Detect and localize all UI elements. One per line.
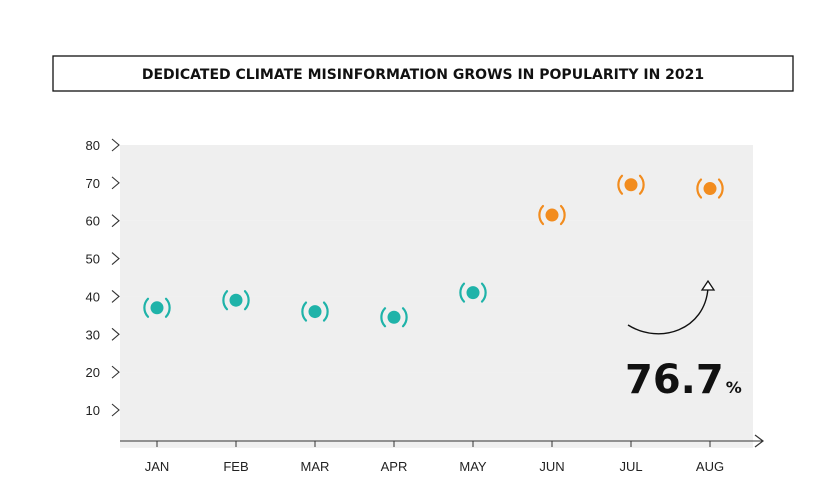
- point-ring-left: [538, 204, 545, 226]
- y-tick-label: 80: [86, 138, 100, 153]
- point-ring-left: [301, 301, 308, 322]
- point-ring-left: [696, 178, 703, 199]
- y-tick-label: 70: [86, 176, 100, 191]
- grid-band: [120, 220, 753, 297]
- x-tick-label: JAN: [145, 459, 170, 474]
- point-ring-right: [322, 301, 329, 322]
- growth-value: 76.7: [625, 357, 724, 403]
- growth-annotation: 76.7%: [625, 357, 742, 403]
- y-tick-label: 30: [86, 327, 100, 342]
- point-ring-right: [401, 307, 408, 328]
- y-tick-label: 50: [86, 252, 100, 267]
- point-dot: [387, 310, 401, 324]
- x-tick-label: MAR: [301, 459, 330, 474]
- x-tick-label: AUG: [696, 459, 724, 474]
- y-tick-marker: [111, 138, 120, 152]
- title-box: [52, 55, 794, 92]
- point-dot: [545, 208, 559, 222]
- growth-arrow-head: [700, 279, 716, 291]
- grid-bands: [120, 145, 753, 448]
- x-tick-label: FEB: [223, 459, 248, 474]
- y-tick-label: 10: [86, 403, 100, 418]
- data-point: [696, 178, 724, 199]
- data-point: [380, 307, 408, 328]
- point-ring-right: [559, 204, 566, 226]
- y-tick-marker: [111, 327, 120, 341]
- chart-title: DEDICATED CLIMATE MISINFORMATION GROWS I…: [142, 67, 704, 83]
- y-tick-marker: [111, 290, 120, 303]
- y-tick-label: 40: [86, 289, 100, 304]
- point-ring-right: [638, 174, 645, 195]
- x-tick-label: JUL: [619, 459, 642, 474]
- point-ring-right: [480, 282, 487, 303]
- data-points: [143, 174, 724, 328]
- y-tick-marker: [111, 176, 120, 190]
- x-axis-arrow: [754, 434, 764, 448]
- point-ring-right: [243, 290, 250, 311]
- y-axis: 10 20 30 40 50 60 70 80: [86, 138, 120, 418]
- point-ring-right: [164, 297, 171, 318]
- point-ring-left: [617, 174, 624, 195]
- x-tick-label: JUN: [539, 459, 564, 474]
- point-dot: [624, 178, 638, 192]
- point-ring-left: [459, 282, 466, 303]
- point-ring-left: [380, 307, 387, 328]
- y-tick-marker: [111, 252, 120, 265]
- y-tick-label: 20: [86, 365, 100, 380]
- data-point: [459, 282, 487, 303]
- y-tick-label: 60: [86, 214, 100, 229]
- growth-unit: %: [726, 378, 742, 397]
- x-tick-label: MAY: [459, 459, 487, 474]
- x-axis: JAN FEB MAR APR MAY JUN JUL AUG: [120, 434, 764, 474]
- point-dot: [308, 305, 322, 319]
- point-dot: [229, 293, 243, 307]
- grid-band: [120, 145, 753, 221]
- y-tick-marker: [111, 403, 120, 417]
- point-ring-right: [717, 178, 724, 199]
- data-point: [301, 301, 329, 322]
- data-point: [143, 297, 171, 318]
- point-dot: [703, 182, 717, 196]
- data-point: [538, 204, 566, 226]
- data-point: [617, 174, 645, 195]
- point-dot: [150, 301, 164, 315]
- grid-band: [120, 372, 753, 448]
- y-tick-marker: [111, 365, 120, 379]
- point-dot: [466, 286, 480, 300]
- y-tick-marker: [111, 214, 120, 228]
- data-point: [222, 290, 250, 311]
- x-tick-label: APR: [381, 459, 408, 474]
- growth-arrow-curve: [627, 287, 709, 335]
- point-ring-left: [143, 297, 150, 318]
- point-ring-left: [222, 290, 229, 311]
